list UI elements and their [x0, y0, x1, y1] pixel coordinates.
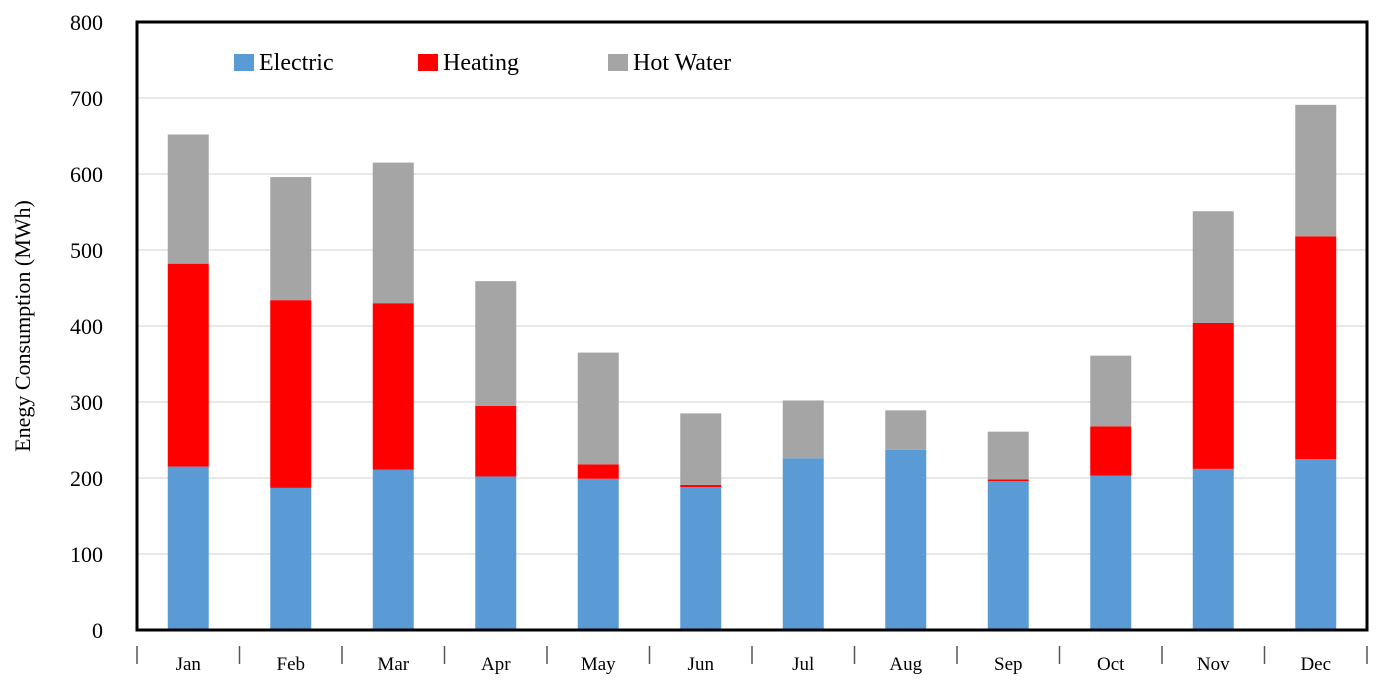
bar-heating	[167, 263, 209, 467]
legend-swatch	[418, 54, 438, 71]
legend-label: Heating	[443, 50, 519, 76]
legend-swatch	[608, 54, 628, 71]
bar-electric	[1295, 459, 1337, 630]
plot-frame	[135, 20, 1369, 632]
bars	[167, 104, 1337, 630]
x-tick-label: Nov	[1197, 654, 1230, 675]
y-tick-label: 600	[70, 162, 103, 187]
x-tick-label: Jan	[176, 654, 202, 675]
axes: 0 100 200 300 400 500 600 700 800 Jan Feb Mar Apr May…	[70, 10, 1369, 675]
x-tick-label: Aug	[889, 654, 922, 675]
y-tick-label: 200	[70, 466, 103, 491]
x-tick-label: May	[581, 654, 616, 675]
bar-electric	[885, 449, 927, 630]
legend-swatch	[234, 54, 254, 71]
bar-heating	[577, 464, 619, 479]
bar-electric	[372, 469, 414, 630]
bar-hot-water	[1192, 211, 1234, 323]
y-tick-label: 800	[70, 10, 103, 35]
bar-hot-water	[885, 410, 927, 450]
legend-label: Hot Water	[633, 50, 731, 76]
legend-label: Electric	[259, 50, 334, 76]
bar-heating	[987, 479, 1029, 482]
x-tick-label: Oct	[1097, 654, 1125, 675]
bar-electric	[987, 481, 1029, 630]
bar-electric	[1192, 468, 1234, 630]
legend: Electric Heating Hot Water	[234, 50, 731, 76]
bar-heating	[1295, 236, 1337, 459]
bar-hot-water	[782, 400, 824, 459]
bar-hot-water	[167, 134, 209, 264]
x-tick-label: Dec	[1300, 654, 1331, 675]
bar-electric	[475, 476, 517, 630]
bar-heating	[372, 303, 414, 470]
bar-heating	[1192, 322, 1234, 469]
bar-heating	[475, 405, 517, 477]
y-tick-label: 700	[70, 86, 103, 111]
bar-heating	[1090, 426, 1132, 476]
bar-electric	[1090, 475, 1132, 630]
bar-hot-water	[372, 162, 414, 304]
bar-hot-water	[680, 413, 722, 485]
bar-hot-water	[1295, 104, 1337, 237]
bar-electric	[167, 466, 209, 630]
bar-hot-water	[577, 352, 619, 465]
bar-electric	[270, 487, 312, 630]
x-tick-label: Mar	[377, 654, 409, 675]
bar-hot-water	[475, 281, 517, 406]
x-tick-label: Feb	[277, 654, 306, 675]
x-tick-label: Jun	[688, 654, 715, 675]
y-tick-label: 300	[70, 390, 103, 415]
gridlines	[137, 97, 1367, 555]
y-tick-label: 0	[92, 618, 103, 643]
y-axis-title: Enegy Consumption (MWh)	[10, 200, 35, 452]
bar-hot-water	[1090, 355, 1132, 427]
bar-hot-water	[987, 431, 1029, 480]
bar-electric	[782, 458, 824, 630]
bar-electric	[680, 487, 722, 630]
y-tick-label: 100	[70, 542, 103, 567]
bar-heating	[680, 484, 722, 488]
y-tick-label: 500	[70, 238, 103, 263]
bar-electric	[577, 478, 619, 630]
x-tick-label: Apr	[481, 654, 511, 675]
x-tick-label: Sep	[994, 654, 1023, 675]
y-tick-label: 400	[70, 314, 103, 339]
x-tick-label: Jul	[792, 654, 814, 675]
bar-hot-water	[270, 177, 312, 301]
bar-heating	[270, 300, 312, 488]
